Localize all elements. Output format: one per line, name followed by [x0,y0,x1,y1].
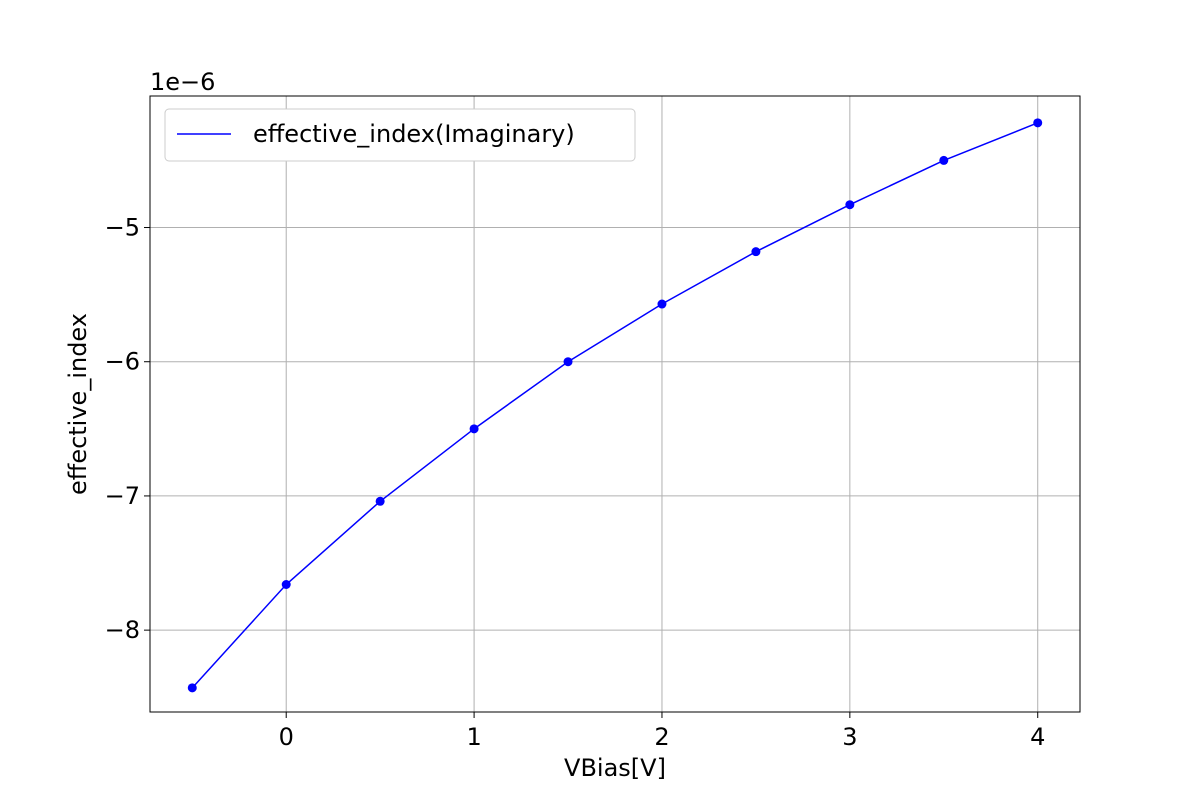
data-point [375,496,385,506]
grid [150,96,1080,712]
data-point [469,424,479,434]
legend: effective_index(Imaginary) [164,108,636,162]
ticks: 0 1 2 3 4 −8 −7 −6 −5 [105,214,1046,751]
data-point [845,200,855,210]
y-tick-label: −5 [105,214,140,242]
data-point [563,357,573,367]
x-axis-label: VBias[V] [564,754,666,782]
x-tick-label: 4 [1030,723,1045,751]
plot-area-frame [149,95,1081,713]
y-tick-label: −6 [105,348,140,376]
data-point [657,299,667,309]
data-point [187,683,197,693]
series-layer [187,118,1043,693]
legend-label: effective_index(Imaginary) [253,120,575,148]
data-point [939,155,949,165]
x-tick-label: 0 [279,723,294,751]
y-axis-label: effective_index [64,313,92,495]
data-point [751,247,761,257]
legend-box [164,108,636,162]
x-tick-label: 2 [654,723,669,751]
data-point [1033,118,1043,128]
y-axis-offset-label: 1e−6 [150,68,215,96]
x-tick-label: 3 [842,723,857,751]
x-tick-label: 1 [466,723,481,751]
y-tick-label: −8 [105,616,140,644]
series-line [191,122,1039,689]
y-tick-label: −7 [105,482,140,510]
data-point [281,580,291,590]
